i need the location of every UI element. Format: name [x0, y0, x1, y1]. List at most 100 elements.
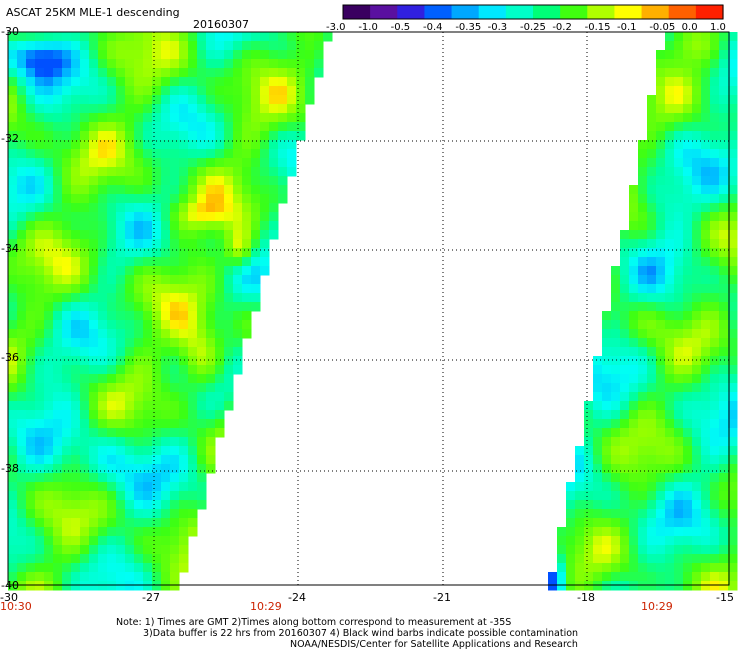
- wind-cell: [638, 401, 648, 411]
- wind-cell: [26, 572, 36, 582]
- wind-cell: [296, 131, 306, 141]
- wind-cell: [143, 482, 153, 492]
- wind-cell: [170, 104, 180, 114]
- wind-cell: [170, 428, 180, 438]
- wind-cell: [71, 239, 81, 249]
- wind-cell: [152, 428, 162, 438]
- wind-cell: [233, 104, 243, 114]
- wind-cell: [215, 419, 225, 429]
- wind-cell: [8, 59, 18, 69]
- wind-cell: [665, 518, 675, 528]
- wind-cell: [692, 113, 702, 123]
- wind-cell: [53, 455, 63, 465]
- wind-cell: [215, 113, 225, 123]
- wind-cell: [161, 284, 171, 294]
- wind-cell: [26, 221, 36, 231]
- wind-cell: [53, 266, 63, 276]
- wind-cell: [170, 446, 180, 456]
- wind-cell: [620, 464, 630, 474]
- wind-cell: [116, 239, 126, 249]
- wind-cell: [674, 230, 684, 240]
- wind-cell: [152, 401, 162, 411]
- wind-cell: [629, 302, 639, 312]
- wind-cell: [674, 527, 684, 537]
- wind-cell: [35, 491, 45, 501]
- wind-cell: [35, 194, 45, 204]
- wind-cell: [206, 176, 216, 186]
- wind-cell: [674, 185, 684, 195]
- wind-cell: [116, 284, 126, 294]
- wind-cell: [710, 392, 720, 402]
- wind-cell: [44, 356, 54, 366]
- wind-cell: [620, 365, 630, 375]
- wind-cell: [116, 86, 126, 96]
- wind-cell: [179, 392, 189, 402]
- wind-cell: [665, 311, 675, 321]
- wind-cell: [584, 455, 594, 465]
- wind-cell: [728, 140, 738, 150]
- wind-cell: [728, 95, 738, 105]
- wind-cell: [710, 293, 720, 303]
- wind-cell: [674, 554, 684, 564]
- wind-cell: [125, 122, 135, 132]
- wind-cell: [53, 554, 63, 564]
- wind-cell: [89, 113, 99, 123]
- wind-cell: [17, 554, 27, 564]
- wind-cell: [647, 248, 657, 258]
- wind-cell: [602, 392, 612, 402]
- colorbar-swatch: [343, 5, 371, 19]
- wind-cell: [197, 320, 207, 330]
- wind-cell: [53, 176, 63, 186]
- wind-cell: [215, 383, 225, 393]
- wind-cell: [161, 221, 171, 231]
- wind-cell: [116, 374, 126, 384]
- wind-cell: [674, 32, 684, 42]
- wind-cell: [602, 311, 612, 321]
- wind-cell: [161, 536, 171, 546]
- wind-cell: [80, 509, 90, 519]
- wind-cell: [674, 68, 684, 78]
- wind-cell: [35, 383, 45, 393]
- wind-cell: [143, 140, 153, 150]
- wind-cell: [89, 563, 99, 573]
- wind-cell: [206, 320, 216, 330]
- wind-cell: [233, 311, 243, 321]
- wind-cell: [287, 41, 297, 51]
- wind-cell: [701, 518, 711, 528]
- wind-cell: [26, 113, 36, 123]
- wind-cell: [188, 230, 198, 240]
- wind-cell: [656, 239, 666, 249]
- wind-cell: [98, 77, 108, 87]
- wind-cell: [602, 572, 612, 582]
- wind-cell: [53, 410, 63, 420]
- wind-cell: [701, 266, 711, 276]
- wind-cell: [116, 365, 126, 375]
- wind-cell: [80, 329, 90, 339]
- wind-cell: [251, 239, 261, 249]
- wind-cell: [89, 311, 99, 321]
- wind-cell: [170, 230, 180, 240]
- wind-cell: [80, 50, 90, 60]
- wind-cell: [71, 32, 81, 42]
- wind-cell: [89, 392, 99, 402]
- wind-cell: [80, 536, 90, 546]
- wind-cell: [98, 356, 108, 366]
- wind-cell: [647, 347, 657, 357]
- wind-cell: [620, 401, 630, 411]
- wind-cell: [701, 365, 711, 375]
- wind-cell: [665, 230, 675, 240]
- wind-cell: [53, 68, 63, 78]
- wind-cell: [179, 464, 189, 474]
- wind-cell: [683, 158, 693, 168]
- wind-cell: [125, 347, 135, 357]
- wind-cell: [62, 230, 72, 240]
- wind-cell: [215, 95, 225, 105]
- wind-cell: [674, 95, 684, 105]
- wind-cell: [233, 212, 243, 222]
- wind-cell: [152, 329, 162, 339]
- wind-cell: [638, 527, 648, 537]
- wind-cell: [98, 329, 108, 339]
- wind-cell: [152, 248, 162, 258]
- wind-cell: [647, 482, 657, 492]
- wind-cell: [719, 509, 729, 519]
